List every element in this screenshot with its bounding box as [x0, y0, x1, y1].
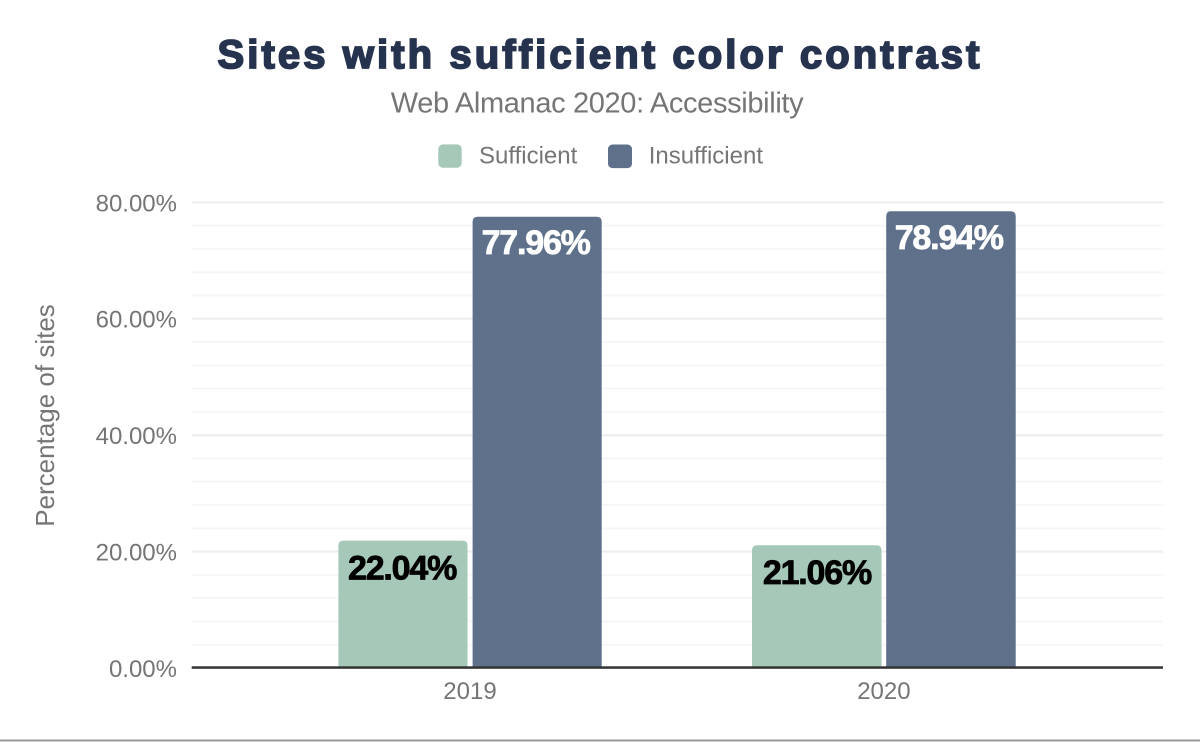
- svg-text:Sites with sufficient color co: Sites with sufficient color contrast: [217, 33, 982, 77]
- svg-text:2020: 2020: [857, 678, 910, 705]
- svg-text:22.04%: 22.04%: [348, 549, 457, 587]
- svg-text:20.00%: 20.00%: [96, 540, 177, 567]
- svg-text:78.94%: 78.94%: [895, 219, 1004, 257]
- svg-text:40.00%: 40.00%: [96, 423, 177, 450]
- svg-text:Percentage of sites: Percentage of sites: [30, 304, 60, 527]
- svg-text:21.06%: 21.06%: [763, 554, 872, 592]
- svg-text:Sufficient: Sufficient: [479, 142, 578, 169]
- svg-text:Insufficient: Insufficient: [649, 142, 764, 169]
- svg-text:0.00%: 0.00%: [109, 656, 177, 683]
- svg-text:80.00%: 80.00%: [96, 190, 177, 217]
- svg-text:Web Almanac 2020: Accessibilit: Web Almanac 2020: Accessibility: [391, 88, 804, 120]
- svg-text:2019: 2019: [443, 678, 496, 705]
- svg-text:60.00%: 60.00%: [96, 307, 177, 334]
- svg-text:77.96%: 77.96%: [482, 224, 591, 262]
